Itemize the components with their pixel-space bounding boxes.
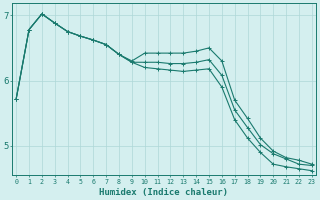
- X-axis label: Humidex (Indice chaleur): Humidex (Indice chaleur): [100, 188, 228, 197]
